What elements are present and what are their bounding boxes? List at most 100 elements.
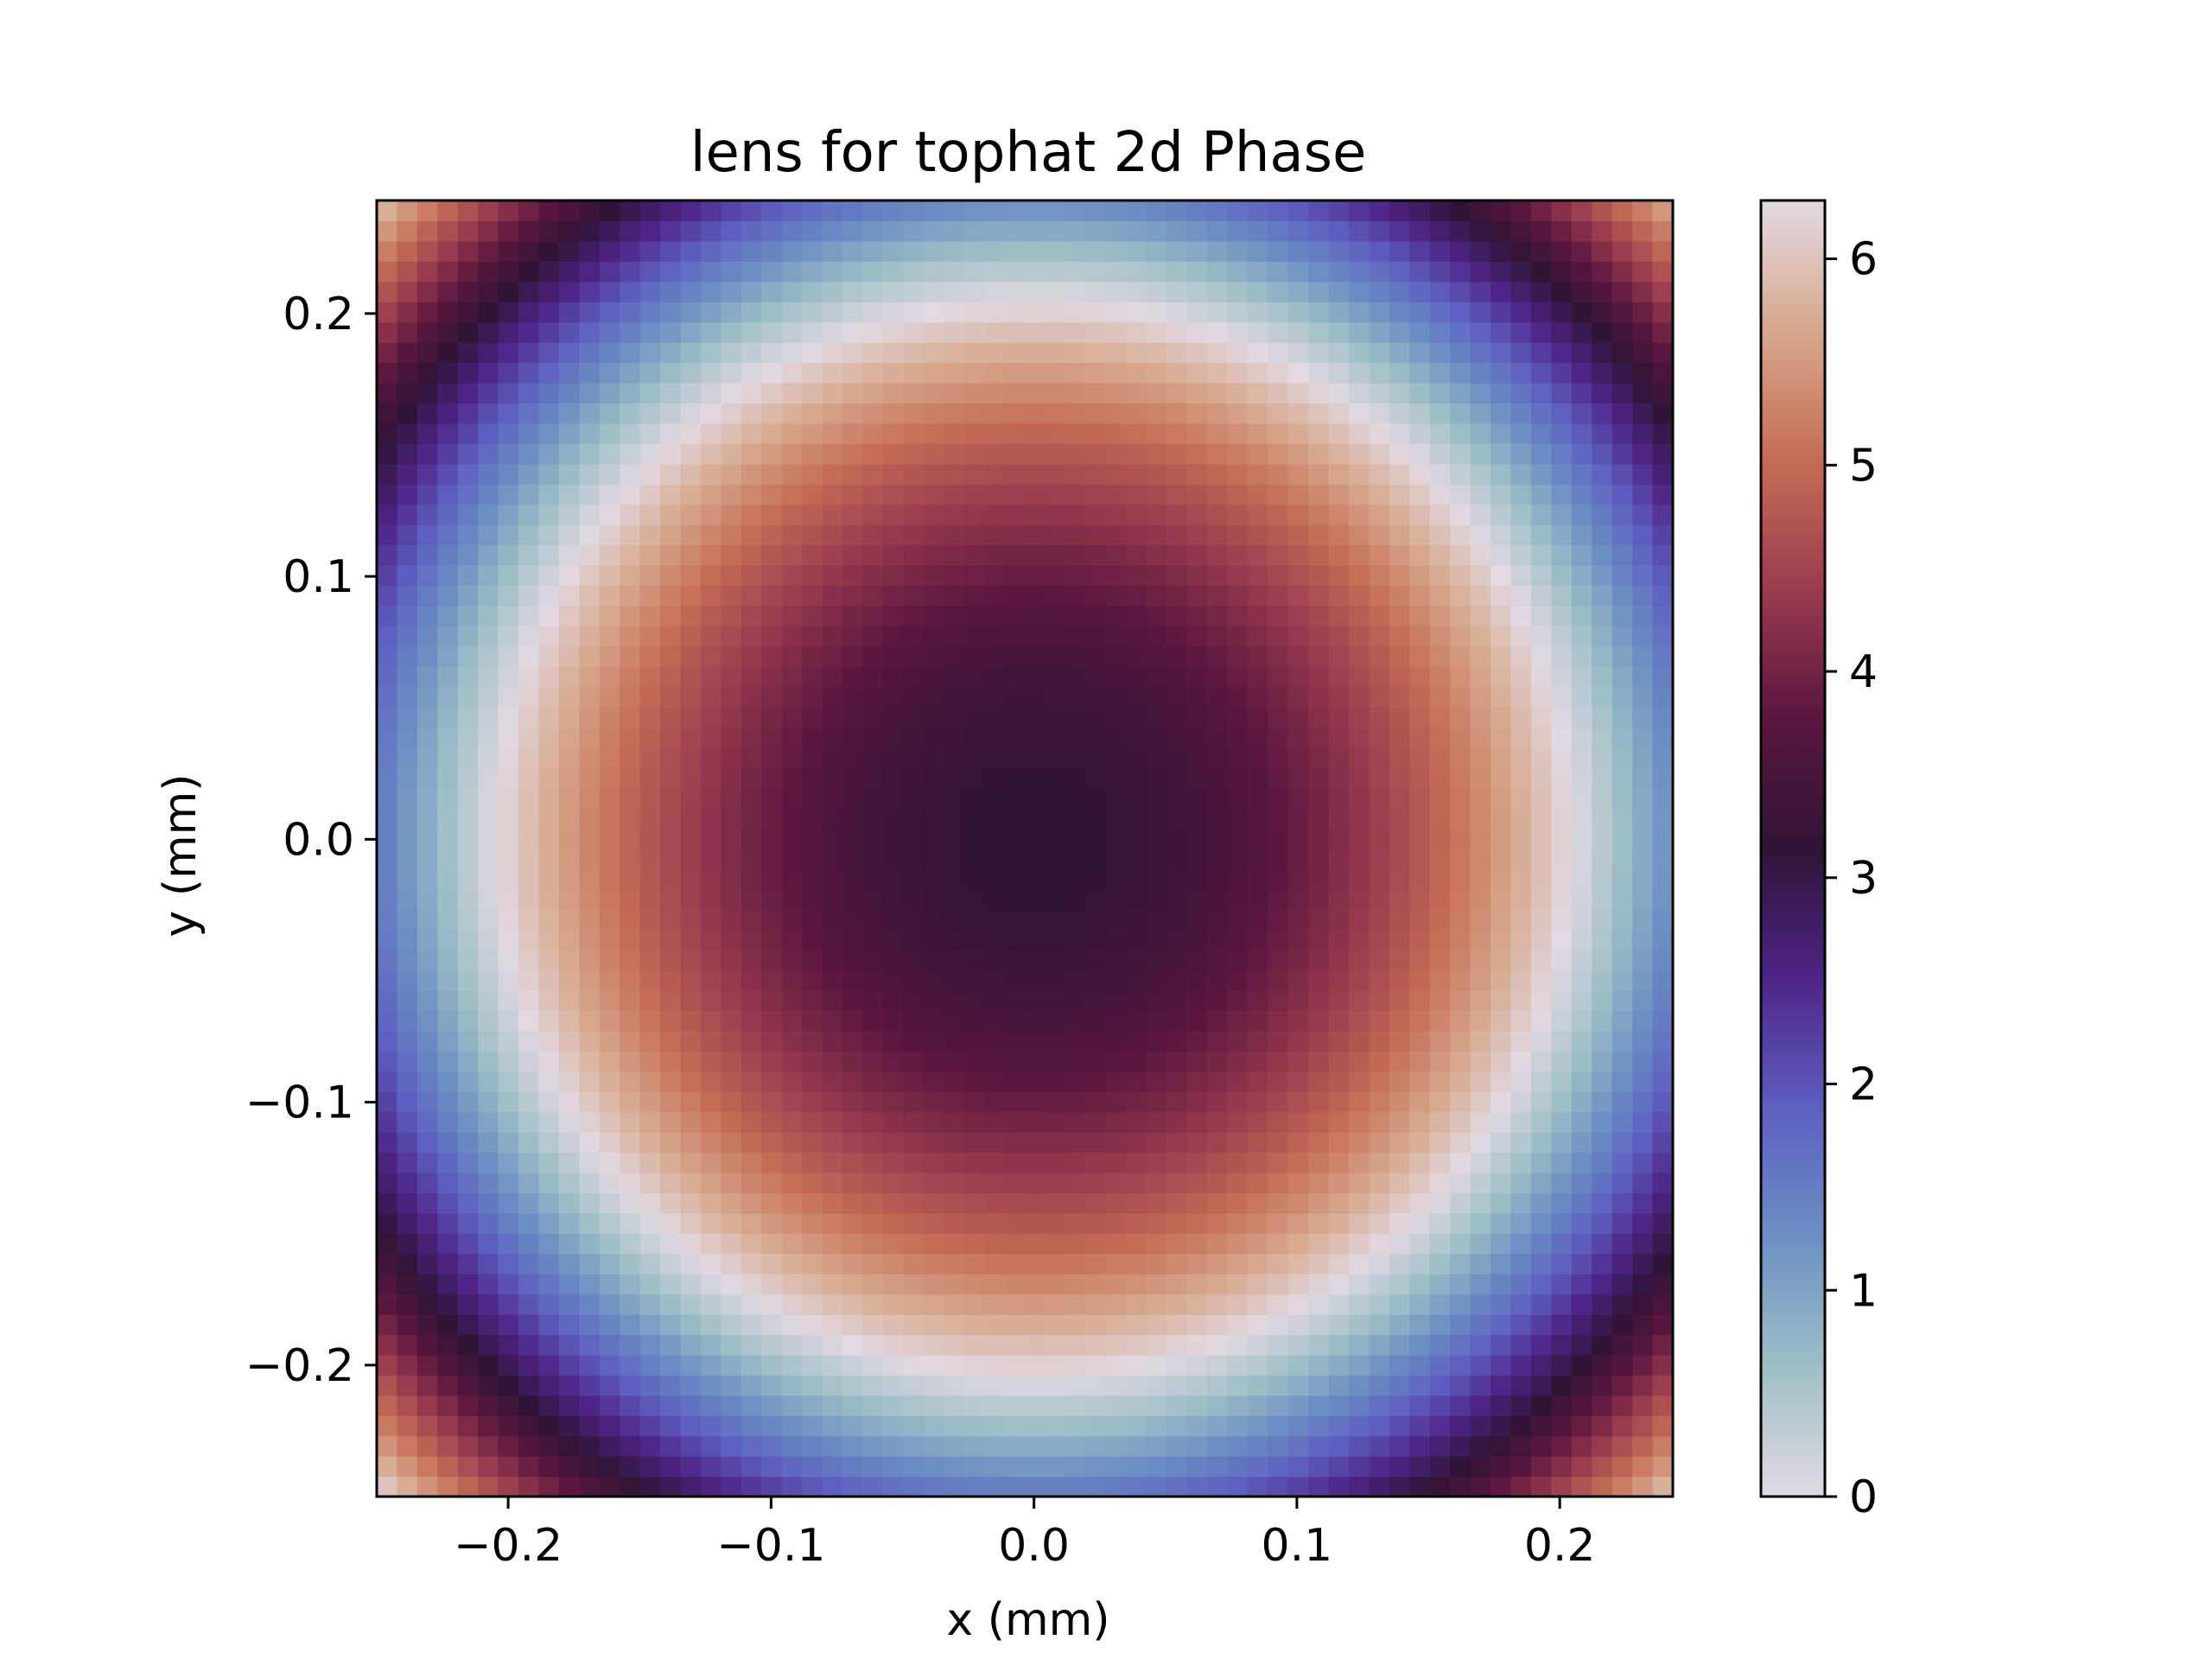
heatmap-cell (1287, 1010, 1309, 1032)
heatmap-cell (1025, 787, 1046, 809)
heatmap-cell (1349, 1274, 1370, 1295)
heatmap-cell (599, 423, 620, 444)
heatmap-cell (1389, 484, 1410, 505)
heatmap-cell (579, 1415, 601, 1437)
heatmap-cell (457, 1051, 479, 1072)
heatmap-cell (1227, 1253, 1249, 1274)
heatmap-cell (558, 403, 580, 424)
heatmap-cell (416, 1274, 438, 1295)
heatmap-cell (842, 1111, 864, 1133)
heatmap-cell (558, 626, 580, 647)
heatmap-cell (903, 1395, 925, 1416)
heatmap-cell (944, 261, 965, 283)
heatmap-cell (518, 666, 540, 688)
heatmap-cell (1085, 909, 1107, 931)
heatmap-cell (1349, 950, 1370, 971)
heatmap-cell (1166, 950, 1188, 971)
heatmap-cell (1308, 1476, 1330, 1497)
heatmap-cell (882, 1274, 904, 1295)
heatmap-cell (1105, 909, 1127, 931)
heatmap-cell (1510, 645, 1532, 667)
heatmap-cell (1592, 1051, 1613, 1072)
heatmap-cell (721, 1375, 742, 1396)
heatmap-cell (923, 1152, 944, 1173)
heatmap-cell (1571, 484, 1592, 505)
heatmap-cell (842, 403, 864, 424)
heatmap-cell (923, 1051, 944, 1072)
heatmap-cell (538, 1091, 560, 1113)
heatmap-cell (1510, 1091, 1532, 1113)
heatmap-cell (1349, 1456, 1370, 1478)
heatmap-cell (1004, 747, 1026, 768)
heatmap-cell (1206, 849, 1228, 870)
heatmap-cell (1369, 888, 1390, 910)
heatmap-cell (579, 1111, 601, 1133)
heatmap-cell (620, 1294, 641, 1315)
heatmap-cell (579, 1212, 601, 1234)
heatmap-cell (1045, 1233, 1066, 1255)
heatmap-cell (1025, 1395, 1046, 1416)
heatmap-cell (377, 302, 398, 323)
heatmap-cell (620, 1334, 641, 1356)
heatmap-cell (437, 261, 459, 283)
heatmap-cell (1409, 281, 1431, 302)
heatmap-cell (1551, 504, 1573, 525)
heatmap-cell (639, 1253, 661, 1274)
heatmap-cell (1389, 342, 1410, 364)
heatmap-cell (1105, 200, 1127, 222)
heatmap-cell (1491, 382, 1512, 404)
heatmap-cell (741, 362, 762, 384)
heatmap-cell (1085, 261, 1107, 283)
heatmap-cell (1065, 443, 1086, 465)
heatmap-cell (1369, 1476, 1390, 1497)
heatmap-cell (1510, 849, 1532, 870)
heatmap-cell (1491, 463, 1512, 485)
heatmap-cell (1308, 1030, 1330, 1052)
heatmap-cell (721, 382, 742, 404)
heatmap-cell (1530, 747, 1552, 768)
heatmap-cell (660, 747, 682, 768)
heatmap-cell (1592, 321, 1613, 343)
heatmap-cell (802, 281, 823, 302)
heatmap-cell (1045, 1051, 1066, 1072)
heatmap-cell (1611, 1375, 1633, 1396)
heatmap-cell (1530, 1173, 1552, 1194)
heatmap-cell (1611, 990, 1633, 1012)
heatmap-cell (1389, 1375, 1410, 1396)
heatmap-cell (498, 747, 519, 768)
heatmap-cell (397, 767, 418, 789)
heatmap-cell (1186, 261, 1208, 283)
heatmap-cell (377, 1152, 398, 1173)
heatmap-cell (1632, 1111, 1654, 1133)
heatmap-cell (1308, 909, 1330, 931)
heatmap-cell (1389, 302, 1410, 323)
heatmap-cell (538, 1274, 560, 1295)
heatmap-cell (862, 626, 884, 647)
heatmap-cell (822, 362, 843, 384)
heatmap-cell (397, 1091, 418, 1113)
heatmap-cell (437, 281, 459, 302)
heatmap-cell (1308, 706, 1330, 728)
heatmap-cell (1166, 544, 1188, 566)
heatmap-cell (478, 605, 499, 626)
heatmap-cell (377, 240, 398, 262)
heatmap-cell (1004, 990, 1026, 1012)
heatmap-cell (923, 443, 944, 465)
heatmap-cell (1206, 909, 1228, 931)
heatmap-cell (1045, 1253, 1066, 1274)
heatmap-cell (1429, 909, 1451, 931)
heatmap-cell (1592, 423, 1613, 444)
heatmap-cell (1450, 1476, 1471, 1497)
heatmap-cell (579, 1476, 601, 1497)
heatmap-cell (1328, 1173, 1350, 1194)
heatmap-cell (599, 1192, 620, 1214)
heatmap-cell (538, 240, 560, 262)
heatmap-cell (721, 302, 742, 323)
heatmap-cell (1186, 888, 1208, 910)
heatmap-cell (741, 1173, 762, 1194)
heatmap-cell (822, 1415, 843, 1437)
heatmap-cell (822, 1192, 843, 1214)
heatmap-cell (660, 1294, 682, 1315)
heatmap-cell (416, 969, 438, 991)
heatmap-cell (822, 302, 843, 323)
